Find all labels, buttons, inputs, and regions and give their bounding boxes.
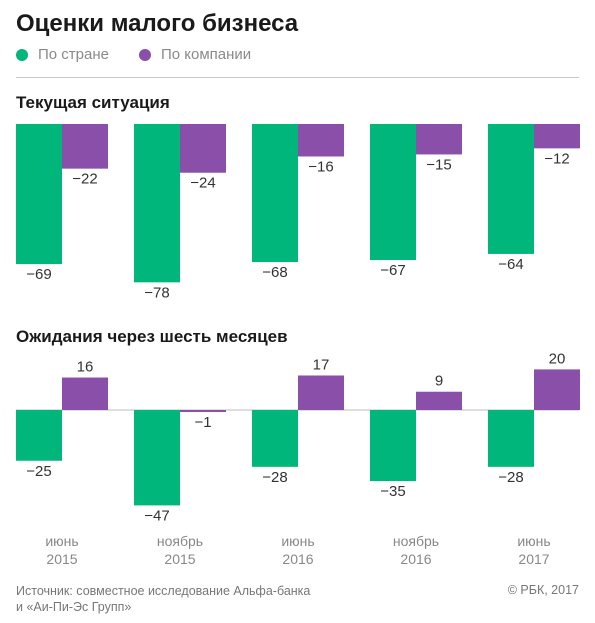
x-label-year-1: 2015 <box>164 551 195 567</box>
x-label-month-1: ноябрь <box>157 533 203 549</box>
copyright: © РБК, 2017 <box>507 583 579 597</box>
current-bar-company-3 <box>416 124 462 155</box>
x-label-year-4: 2017 <box>518 551 549 567</box>
x-label-month-0: июнь <box>45 533 78 549</box>
expect-label-company-1: −1 <box>194 414 211 431</box>
expect-label-country-4: −28 <box>498 469 523 486</box>
current-bar-country-3 <box>370 124 416 261</box>
chart-title: Оценки малого бизнеса <box>16 10 299 37</box>
source-line-2: и «Аи-Пи-Эс Групп» <box>16 600 132 614</box>
current-label-company-3: −15 <box>426 156 451 173</box>
expect-label-company-2: 17 <box>313 356 330 373</box>
expect-label-company-4: 20 <box>549 350 566 367</box>
current-label-country-4: −64 <box>498 256 523 273</box>
bar-charts: −69 −78 −68 −67 −64 −22 −24 −16 −15 −12 −25 −47 −28 −… <box>16 124 580 567</box>
current-label-country-1: −78 <box>144 284 169 301</box>
legend-dot-company <box>138 48 151 61</box>
expect-bar-company-1 <box>180 410 226 413</box>
current-label-company-2: −16 <box>308 158 333 175</box>
section-title-expectations: Ожидания через шесть месяцев <box>16 327 288 346</box>
x-label-year-3: 2016 <box>400 551 431 567</box>
current-bar-company-1 <box>180 124 226 173</box>
current-bar-company-4 <box>534 124 580 149</box>
expect-bar-country-2 <box>252 410 298 467</box>
expect-bar-company-2 <box>298 375 344 410</box>
current-bar-country-4 <box>488 124 534 254</box>
current-bar-country-2 <box>252 124 298 263</box>
legend-item-country: По стране <box>16 46 109 63</box>
x-label-month-2: июнь <box>281 533 314 549</box>
expect-bar-company-4 <box>534 369 580 410</box>
expect-label-company-3: 9 <box>435 373 443 390</box>
section-title-current: Текущая ситуация <box>16 93 170 112</box>
x-label-year-2: 2016 <box>282 551 313 567</box>
expect-bar-country-3 <box>370 410 416 482</box>
expect-bar-country-4 <box>488 410 534 467</box>
current-label-company-1: −24 <box>190 175 215 192</box>
expect-label-country-1: −47 <box>144 507 169 524</box>
source-line-1: Источник: совместное исследование Альфа-… <box>16 584 311 598</box>
header-divider <box>16 77 579 78</box>
current-bar-company-2 <box>298 124 344 157</box>
current-label-country-0: −69 <box>26 266 51 283</box>
current-label-country-2: −68 <box>262 264 287 281</box>
current-label-company-0: −22 <box>72 171 97 188</box>
x-label-month-4: июнь <box>517 533 550 549</box>
expect-bar-country-1 <box>134 410 180 506</box>
expect-bar-company-3 <box>416 391 462 410</box>
source-note: Источник: совместное исследование Альфа-… <box>16 583 310 615</box>
expect-label-company-0: 16 <box>77 359 94 376</box>
legend: По стране По компании <box>16 46 281 63</box>
x-label-month-3: ноябрь <box>393 533 439 549</box>
expect-bar-country-0 <box>16 410 62 461</box>
legend-item-company: По компании <box>138 46 252 63</box>
current-label-country-3: −67 <box>380 262 405 279</box>
current-label-company-4: −12 <box>544 150 569 167</box>
expect-label-country-0: −25 <box>26 463 51 480</box>
legend-dot-country <box>16 48 28 61</box>
current-bar-country-1 <box>134 124 180 283</box>
current-bar-country-0 <box>16 124 62 265</box>
x-label-year-0: 2015 <box>46 551 77 567</box>
legend-label-country: По стране <box>38 46 109 63</box>
expect-label-country-2: −28 <box>262 469 287 486</box>
current-bar-company-0 <box>62 124 108 169</box>
expect-label-country-3: −35 <box>380 483 405 500</box>
expect-bar-company-0 <box>62 377 108 410</box>
legend-label-company: По компании <box>160 46 252 63</box>
